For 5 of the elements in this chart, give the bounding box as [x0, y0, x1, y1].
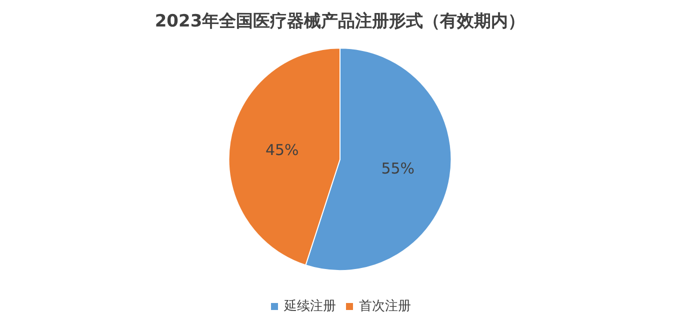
data-label: 55%: [381, 160, 415, 178]
legend-label: 延续注册: [283, 299, 336, 314]
data-label: 45%: [265, 141, 299, 160]
legend-label: 首次注册: [359, 299, 411, 314]
chart-title: 2023年全国医疗器械产品注册形式（有效期内）: [154, 12, 526, 32]
